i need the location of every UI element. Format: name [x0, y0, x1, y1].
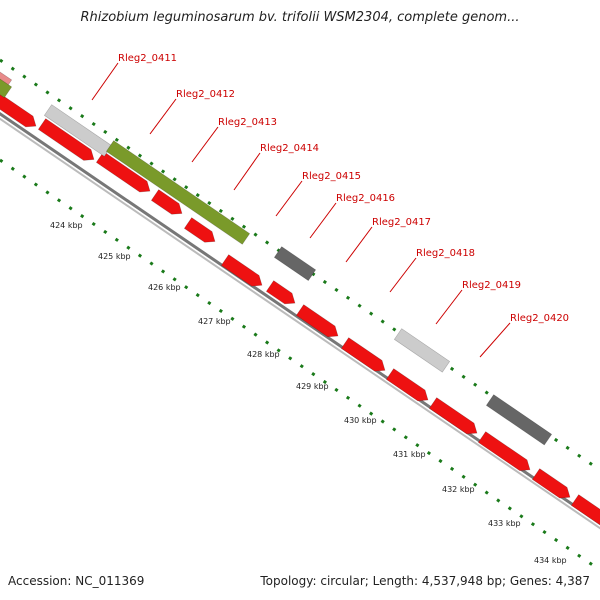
gene-fragment-olive: [0, 74, 13, 99]
cds-arrow: [150, 189, 183, 215]
cds-arrow: [265, 280, 296, 305]
kbp-label: 424 kbp: [50, 221, 83, 230]
kbp-label: 430 kbp: [344, 416, 377, 425]
gene-label-leader: [275, 180, 303, 217]
cds-arrow: [295, 304, 339, 338]
gene-label-leader: [345, 226, 373, 263]
gene-label-leader: [435, 289, 463, 325]
gene-label: Rleg2_0413: [218, 117, 277, 128]
cds-arrow: [385, 368, 429, 402]
accession-text: Accession: NC_011369: [8, 574, 145, 588]
cds-arrow: [220, 254, 263, 287]
cds-arrow: [183, 217, 216, 243]
map-title: Rhizobium leguminosarum bv. trifolii WSM…: [80, 10, 520, 25]
cds-arrow: [531, 468, 571, 499]
cds-arrow: [340, 337, 386, 372]
inner-tick-track: [0, 158, 600, 572]
gene-label: Rleg2_0417: [372, 217, 431, 228]
gene-box-olive: [105, 140, 251, 245]
gene-label: Rleg2_0416: [336, 193, 395, 204]
kbp-label: 427 kbp: [198, 317, 231, 326]
gene-box-dark: [273, 246, 317, 282]
kbp-label: 433 kbp: [488, 519, 521, 528]
gene-label: Rleg2_0418: [416, 248, 475, 259]
gene-label-leader: [233, 152, 261, 191]
cds-arrow: [37, 118, 95, 161]
kbp-label: 428 kbp: [247, 350, 280, 359]
kbp-label: 434 kbp: [534, 556, 567, 565]
genome-summary-text: Topology: circular; Length: 4,537,948 bp…: [260, 574, 590, 588]
gene-label: Rleg2_0411: [118, 53, 177, 64]
gene-label-leader: [309, 202, 337, 239]
gene-label: Rleg2_0412: [176, 89, 235, 100]
kbp-label: 429 kbp: [296, 382, 329, 391]
cds-arrow: [477, 431, 531, 471]
cds-arrow: [95, 151, 151, 193]
cds-arrow: [428, 397, 478, 435]
gene-label-leader: [389, 257, 417, 293]
gene-label-leader: [479, 322, 511, 358]
gene-label-leader: [191, 126, 219, 163]
backbone-shadow-line: [0, 117, 600, 530]
gene-box-light: [393, 328, 451, 373]
gene-label: Rleg2_0420: [510, 313, 569, 324]
kbp-label: 431 kbp: [393, 450, 426, 459]
kbp-label: 425 kbp: [98, 252, 131, 261]
gene-label: Rleg2_0419: [462, 280, 521, 291]
gene-box-dark: [485, 394, 553, 446]
gene-label-leader: [149, 98, 177, 135]
cds-arrow: [570, 494, 600, 526]
kbp-label: 426 kbp: [148, 283, 181, 292]
kbp-label: 432 kbp: [442, 485, 475, 494]
gene-box-light: [43, 104, 113, 157]
gene-label: Rleg2_0415: [302, 171, 361, 182]
gene-label-leader: [91, 62, 119, 101]
cds-arrow: [0, 90, 37, 128]
gene-label: Rleg2_0414: [260, 143, 319, 154]
